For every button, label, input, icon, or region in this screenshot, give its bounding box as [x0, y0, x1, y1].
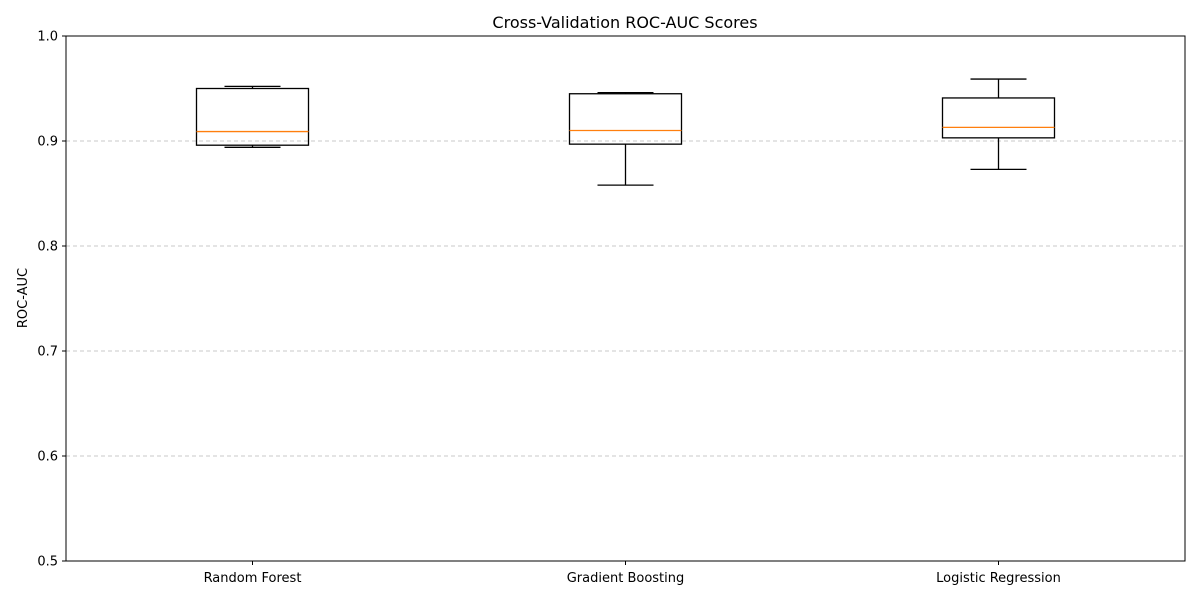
y-tick-label: 0.6	[37, 450, 58, 465]
y-tick-label: 0.7	[37, 345, 58, 360]
y-axis-label: ROC-AUC	[16, 268, 31, 328]
y-tick-label: 0.9	[37, 135, 58, 150]
plot-area-frame	[65, 35, 1186, 562]
box-random-forest	[195, 85, 310, 148]
y-tick-label: 1.0	[37, 30, 58, 45]
x-axis-ticks: Random Forest Gradient Boosting Logistic R…	[204, 561, 1061, 586]
x-tick-label: Gradient Boosting	[567, 571, 685, 586]
box-logistic-regression	[941, 78, 1056, 171]
y-axis-ticks: 0.5 0.6 0.7 0.8 0.9 1.0	[37, 30, 66, 570]
grid-lines	[66, 140, 1185, 457]
iqr-box	[568, 93, 683, 145]
x-tick-label: Logistic Regression	[936, 571, 1061, 586]
y-tick-label: 0.5	[37, 555, 58, 570]
x-tick-label: Random Forest	[204, 571, 302, 586]
y-tick-label: 0.8	[37, 240, 58, 255]
iqr-box	[941, 97, 1056, 139]
boxes	[195, 78, 1056, 186]
chart-title: Cross-Validation ROC-AUC Scores	[492, 13, 757, 32]
box-gradient-boosting	[568, 92, 683, 186]
iqr-box	[195, 87, 310, 146]
